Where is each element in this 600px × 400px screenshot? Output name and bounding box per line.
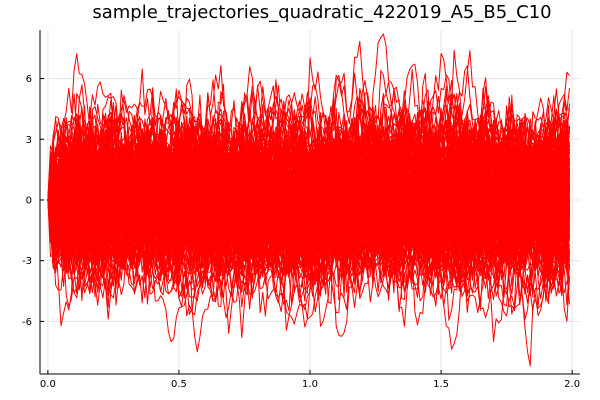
y-tick-label: -3 bbox=[22, 256, 32, 267]
trajectory-line bbox=[47, 100, 570, 281]
trajectory-line bbox=[47, 100, 570, 334]
trajectory-line bbox=[47, 99, 570, 244]
tick-labels: 0.0 0.5 1.0 1.5 2.0 -6 -3 0 3 6 bbox=[22, 74, 580, 390]
x-tick-label: 1.5 bbox=[433, 379, 449, 390]
trajectory-line bbox=[47, 115, 570, 296]
trajectory-line bbox=[47, 113, 570, 299]
y-tick-label: 3 bbox=[26, 135, 32, 146]
x-tick-label: 0.5 bbox=[171, 379, 187, 390]
x-tick-label: 0.0 bbox=[40, 379, 56, 390]
axes bbox=[39, 30, 580, 375]
y-tick-label: 0 bbox=[26, 195, 32, 206]
trajectory-line bbox=[47, 106, 570, 315]
trajectory-line bbox=[47, 95, 570, 292]
y-tick-label: 6 bbox=[26, 74, 32, 85]
trajectory-line bbox=[47, 118, 570, 272]
trajectories bbox=[47, 33, 570, 367]
y-tick-label: -6 bbox=[22, 317, 32, 328]
trajectory-line bbox=[47, 97, 570, 308]
x-tick-label: 1.0 bbox=[302, 379, 318, 390]
x-tick-label: 2.0 bbox=[564, 379, 580, 390]
trajectory-line bbox=[47, 79, 570, 261]
chart-title: sample_trajectories_quadratic_422019_A5_… bbox=[92, 2, 551, 23]
trajectory-line bbox=[47, 84, 570, 265]
trajectory-line bbox=[47, 107, 570, 278]
